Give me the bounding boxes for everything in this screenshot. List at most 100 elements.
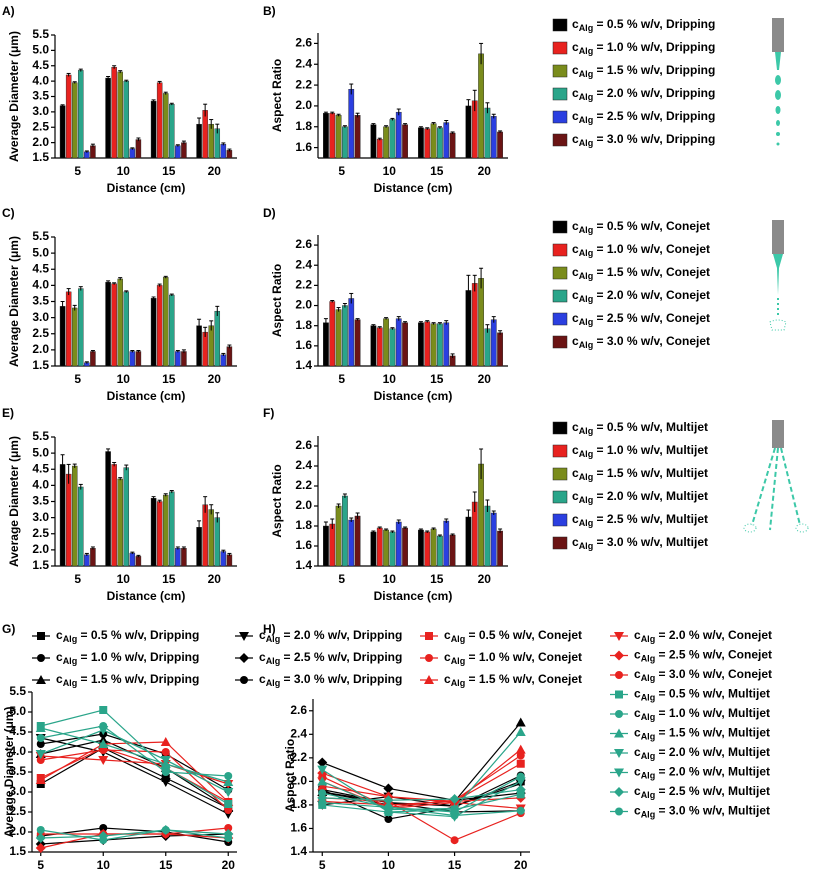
bar <box>90 145 96 159</box>
y-tick-label: 2.4 <box>290 726 307 740</box>
marker <box>98 726 109 735</box>
panel-label: D) <box>263 206 276 220</box>
legend-swatch <box>552 133 568 147</box>
marker <box>449 803 460 813</box>
x-axis-title: Distance (cm) <box>374 589 453 603</box>
bar <box>335 505 342 567</box>
bar <box>181 351 187 367</box>
bar <box>443 520 450 567</box>
x-axis-title: Distance (cm) <box>107 181 186 195</box>
bar <box>156 501 163 567</box>
legend-label: cAlg = 0.5 % w/v, Dripping <box>572 17 715 33</box>
bar <box>329 523 336 567</box>
bar <box>202 331 208 367</box>
marker <box>450 811 459 820</box>
bar <box>490 512 497 567</box>
marker <box>36 675 46 684</box>
x-tick-label: 15 <box>162 372 176 386</box>
legend-swatch <box>552 64 568 78</box>
y-tick-label: 4.5 <box>32 461 49 475</box>
y-tick-label: 2.5 <box>9 804 26 818</box>
x-tick-label: 20 <box>478 572 492 586</box>
bar <box>437 127 443 159</box>
x-tick-label: 20 <box>208 164 222 178</box>
bar <box>342 495 348 567</box>
series-line <box>40 827 229 835</box>
y-tick-label: 3.5 <box>32 294 49 308</box>
bar <box>175 548 181 567</box>
panel-label: H) <box>263 622 276 636</box>
nozzle-dripping <box>772 18 784 146</box>
bar <box>59 464 66 567</box>
legend-label: cAlg = 1.0 % w/v, Dripping <box>56 650 199 666</box>
y-tick-label: 4.5 <box>32 261 49 275</box>
bar <box>402 322 408 367</box>
bar <box>59 105 66 159</box>
legend-label: cAlg = 2.5 % w/v, Conejet <box>634 648 772 664</box>
bar <box>354 115 361 159</box>
y-tick-label: 5.5 <box>32 27 49 41</box>
y-tick-label: 5.0 <box>9 704 26 718</box>
y-tick-label: 2.2 <box>295 278 312 292</box>
bar <box>71 82 78 159</box>
legend-label: cAlg = 1.5 % w/v, Multijet <box>572 466 708 482</box>
series-line <box>322 792 521 817</box>
y-tick-label: 3.0 <box>32 510 49 524</box>
bar <box>78 486 84 567</box>
legend-label: cAlg = 2.0 % w/v, Multijet <box>572 489 708 505</box>
marker <box>98 756 109 765</box>
bar <box>162 93 169 159</box>
y-tick-label: 4.0 <box>32 278 49 292</box>
series-line <box>40 833 229 849</box>
bar <box>449 534 456 567</box>
bar <box>323 322 329 367</box>
marker <box>36 734 45 742</box>
bar <box>478 278 484 367</box>
bar <box>430 323 437 367</box>
legend-label: cAlg = 2.5 % w/v, Dripping <box>572 109 715 125</box>
y-tick-label: 2.2 <box>295 77 312 91</box>
bar <box>335 115 342 159</box>
y-tick-label: 2.2 <box>295 478 312 492</box>
legend-swatch <box>552 18 568 32</box>
legend-swatch <box>552 289 568 303</box>
x-tick-label: 20 <box>514 858 528 869</box>
bar <box>484 328 491 367</box>
bar <box>383 126 389 159</box>
legend-label: cAlg = 2.0 % w/v, Conejet <box>634 628 772 644</box>
legend-label: cAlg = 2.5 % w/v, Multijet <box>634 784 770 800</box>
marker <box>224 824 233 832</box>
x-tick-label: 5 <box>338 164 345 178</box>
bar <box>424 531 431 567</box>
bar <box>129 552 136 567</box>
y-tick-label: 4.0 <box>9 744 26 758</box>
marker <box>318 789 327 798</box>
marker <box>317 776 328 786</box>
y-tick-label: 2.6 <box>295 237 312 251</box>
bar <box>175 351 181 367</box>
x-tick-label: 10 <box>117 372 131 386</box>
marker <box>317 757 328 768</box>
x-tick-label: 15 <box>430 372 444 386</box>
series-line <box>40 749 229 811</box>
series-line <box>40 709 229 805</box>
bar <box>123 291 130 367</box>
y-tick-label: 2.0 <box>290 774 307 788</box>
bar <box>214 517 221 567</box>
bar <box>348 298 355 367</box>
y-tick-label: 2.0 <box>9 824 26 838</box>
bar <box>376 327 383 367</box>
x-tick-label: 20 <box>222 858 236 869</box>
y-tick-label: 2.6 <box>290 703 307 717</box>
bar <box>208 325 214 367</box>
marker <box>450 836 459 845</box>
bar <box>71 465 78 567</box>
marker <box>384 803 393 812</box>
bar <box>418 322 424 367</box>
bar <box>117 478 123 567</box>
y-tick-label: 2.6 <box>295 36 312 50</box>
legend-swatch <box>552 335 568 349</box>
bar <box>111 283 117 367</box>
marker <box>515 744 526 754</box>
